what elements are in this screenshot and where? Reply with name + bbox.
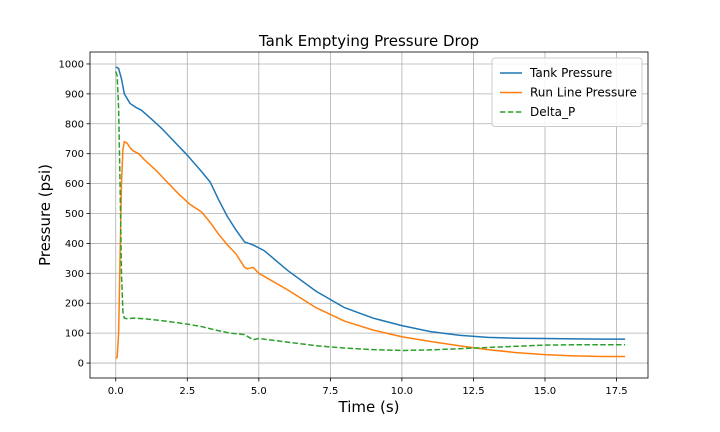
y-tick-label: 0 bbox=[78, 359, 84, 370]
x-tick-label: 0.0 bbox=[108, 386, 124, 397]
legend-label-1: Run Line Pressure bbox=[530, 86, 637, 100]
y-tick-label: 900 bbox=[65, 89, 84, 100]
y-tick-label: 400 bbox=[65, 239, 84, 250]
plot-frame bbox=[89, 51, 649, 379]
legend-label-2: Delta_P bbox=[530, 105, 575, 119]
y-axis-label: Pressure (psi) bbox=[36, 164, 54, 266]
series-line-2 bbox=[115, 71, 626, 352]
x-tick-label: 12.5 bbox=[462, 386, 484, 397]
y-tick-label: 800 bbox=[65, 119, 84, 130]
legend-label-0: Tank Pressure bbox=[529, 66, 612, 80]
series-line-1 bbox=[115, 140, 626, 360]
y-tick-label: 500 bbox=[65, 209, 84, 220]
x-tick-label: 5.0 bbox=[251, 386, 267, 397]
axis-ticks: 0.0 2.5 5.0 7.5 10.0 12.5 15.0 17.5 0 100 200 300 40… bbox=[59, 59, 628, 397]
x-tick-label: 17.5 bbox=[605, 386, 627, 397]
legend-box bbox=[491, 57, 643, 127]
y-tick-label: 700 bbox=[65, 149, 84, 160]
x-tick-label: 15.0 bbox=[534, 386, 556, 397]
y-tick-label: 1000 bbox=[59, 59, 84, 70]
series-line-0 bbox=[115, 66, 626, 340]
series-lines bbox=[115, 66, 626, 360]
x-tick-label: 7.5 bbox=[322, 386, 338, 397]
y-tick-label: 100 bbox=[65, 329, 84, 340]
y-tick-label: 600 bbox=[65, 179, 84, 190]
legend: Tank Pressure Run Line Pressure Delta_P bbox=[491, 57, 643, 127]
x-axis-label: Time (s) bbox=[338, 398, 400, 416]
x-tick-label: 2.5 bbox=[179, 386, 195, 397]
chart-title: Tank Emptying Pressure Drop bbox=[258, 32, 479, 50]
y-tick-label: 300 bbox=[65, 269, 84, 280]
y-tick-label: 200 bbox=[65, 299, 84, 310]
x-tick-label: 10.0 bbox=[391, 386, 413, 397]
